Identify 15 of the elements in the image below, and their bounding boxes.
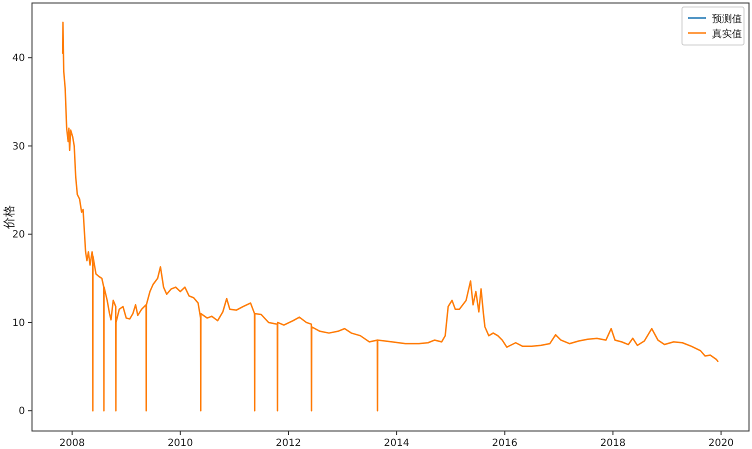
x-tick-label: 2016 [492, 438, 518, 449]
legend-label: 预测值 [712, 13, 742, 25]
y-tick-label: 0 [18, 406, 25, 418]
y-tick-label: 30 [12, 141, 25, 152]
x-tick-label: 2014 [384, 438, 410, 449]
y-tick-label: 10 [12, 318, 25, 329]
x-tick-label: 2018 [600, 438, 626, 449]
y-axis-title: 价格 [2, 205, 16, 230]
y-tick-label: 20 [12, 230, 25, 241]
y-tick-label: 40 [12, 53, 25, 64]
x-tick-label: 2012 [276, 438, 302, 449]
x-tick-label: 2020 [708, 438, 734, 449]
x-tick-label: 2008 [59, 438, 85, 449]
legend-label: 真实值 [712, 28, 742, 40]
x-tick-label: 2010 [168, 438, 194, 449]
